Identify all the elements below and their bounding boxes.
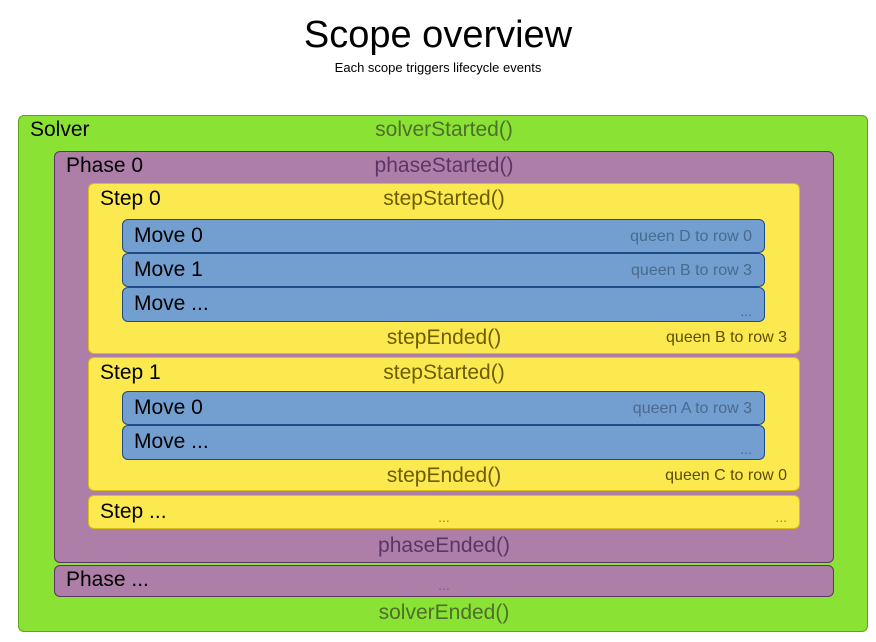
- move-note-ellipsis: ...: [740, 441, 752, 457]
- step-more-middle-ellipsis: ...: [438, 509, 450, 525]
- step-1-move-more: [122, 425, 765, 460]
- phase-more-label: Phase ...: [66, 568, 149, 591]
- diagram-subtitle: Each scope triggers lifecycle events: [334, 60, 542, 75]
- step-more-scope: [88, 495, 800, 529]
- move-note-ellipsis: ...: [740, 303, 752, 319]
- move-label: Move 0: [134, 396, 203, 419]
- step-1-label: Step 1: [100, 361, 161, 384]
- step-1-move-0: [122, 391, 765, 425]
- move-label: Move ...: [134, 292, 209, 315]
- step-1-ended-note: queen C to row 0: [665, 467, 787, 484]
- step-0-move-more: [122, 287, 765, 322]
- phase-ended-event: phaseEnded(): [378, 534, 510, 557]
- step-more-right-ellipsis: ...: [775, 509, 787, 525]
- solver-ended-event: solverEnded(): [378, 601, 510, 624]
- move-label: Move ...: [134, 430, 209, 453]
- step-more-label: Step ...: [100, 500, 167, 523]
- step-0-label: Step 0: [100, 187, 161, 210]
- move-note: queen A to row 3: [632, 400, 752, 417]
- step-0-started-event: stepStarted(): [383, 187, 505, 210]
- diagram-title: Scope overview: [303, 14, 573, 56]
- phase-more-scope: [54, 565, 834, 597]
- move-label: Move 1: [134, 258, 203, 281]
- move-note: queen B to row 3: [631, 262, 752, 279]
- move-note: queen D to row 0: [630, 228, 752, 245]
- phase-0-label: Phase 0: [66, 154, 144, 177]
- step-1-ended-event: stepEnded(): [386, 464, 502, 487]
- solver-started-event: solverStarted(): [375, 118, 513, 141]
- phase-more-ellipsis: ...: [438, 577, 450, 593]
- step-1-started-event: stepStarted(): [383, 361, 505, 384]
- step-0-ended-event: stepEnded(): [386, 326, 502, 349]
- phase-started-event: phaseStarted(): [374, 154, 514, 177]
- step-0-move-0: [122, 219, 765, 253]
- solver-label: Solver: [30, 118, 90, 141]
- step-0-ended-note: queen B to row 3: [666, 329, 787, 346]
- move-label: Move 0: [134, 224, 203, 247]
- step-0-move-1: [122, 253, 765, 287]
